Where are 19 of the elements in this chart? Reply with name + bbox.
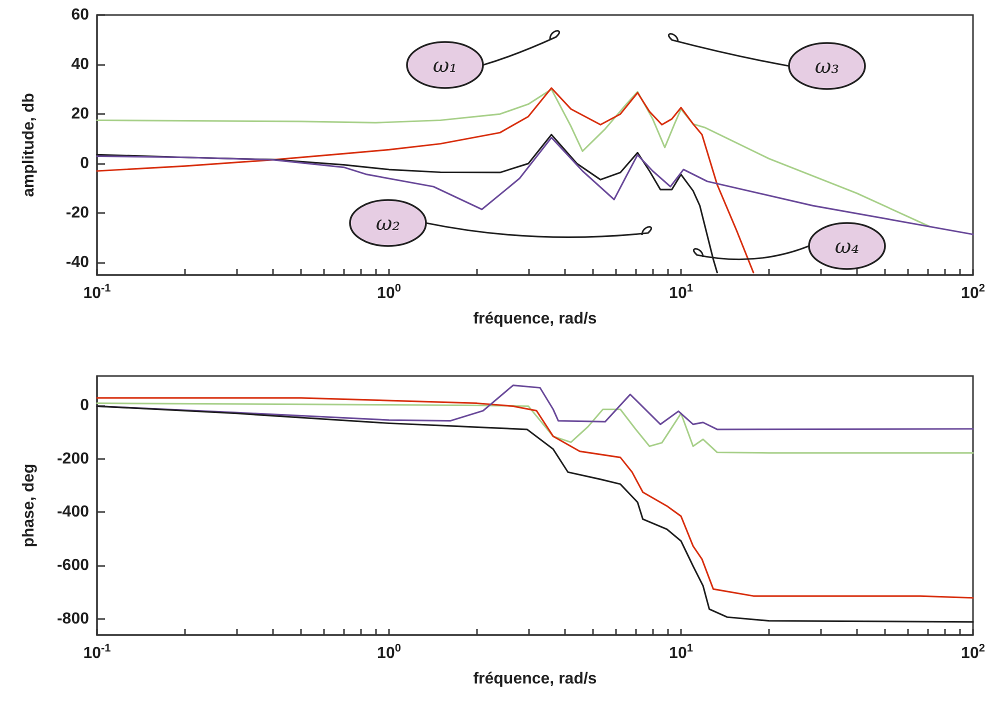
y-tick-label: -40 (66, 254, 90, 272)
x-axis-title: fréquence, rad/s (473, 670, 597, 688)
y-tick-label: 40 (71, 56, 90, 74)
y-tick-label: 20 (71, 106, 90, 123)
y-tick-label: -600 (56, 557, 90, 574)
y-axis-title: phase, deg (20, 464, 38, 548)
annotation: ω₄ (834, 234, 860, 258)
y-tick-label: 60 (71, 6, 90, 24)
annotation: ω₂ (376, 211, 400, 235)
y-tick-label: 0 (80, 155, 90, 172)
annotation: ω₁ (432, 53, 458, 77)
y-tick-label: -200 (56, 450, 90, 468)
annotation: ω₃ (814, 54, 840, 78)
y-tick-label: 0 (80, 396, 90, 414)
x-axis-title: fréquence, rad/s (473, 310, 597, 328)
y-tick-label: -800 (56, 610, 90, 628)
y-tick-label: -20 (66, 204, 90, 222)
y-tick-label: -400 (56, 504, 90, 521)
y-axis-title: amplitude, db (20, 92, 38, 197)
